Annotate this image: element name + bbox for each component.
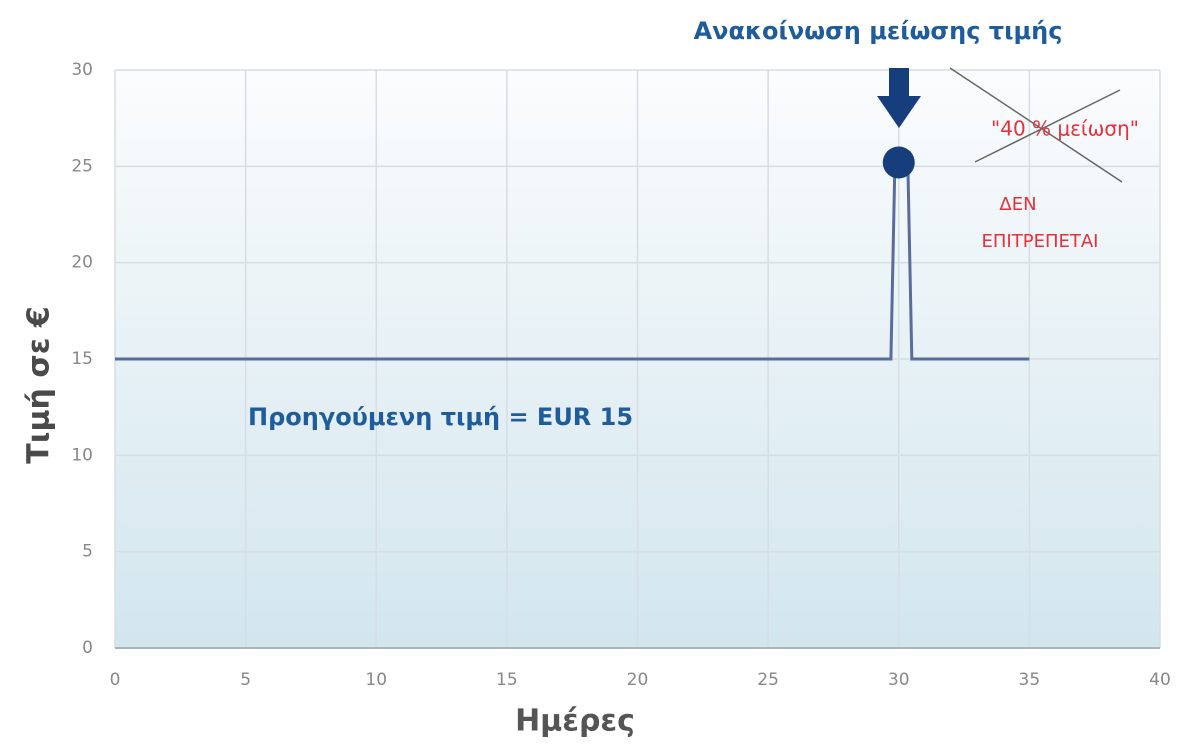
annotation: ΕΠΙΤΡΕΠΕΤΑΙ — [982, 231, 1099, 252]
x-tick-label: 25 — [757, 670, 779, 690]
y-tick-label: 10 — [71, 445, 93, 465]
annotation: "40 % μείωση" — [991, 117, 1139, 141]
y-tick-label: 0 — [82, 638, 93, 658]
highlight-point — [882, 146, 915, 179]
y-tick-label: 5 — [82, 542, 93, 562]
arrow — [877, 68, 921, 128]
cross-line — [949, 67, 1123, 183]
x-tick-label: 40 — [1149, 670, 1171, 690]
annotation: Ανακοίνωση μείωσης τιμής — [694, 17, 1063, 45]
y-tick-label: 20 — [71, 253, 93, 273]
y-tick-label: 25 — [71, 156, 93, 176]
y-tick-label: 30 — [71, 60, 93, 80]
cross-line — [974, 89, 1121, 163]
x-tick-label: 35 — [1019, 670, 1041, 690]
x-tick-label: 5 — [240, 670, 251, 690]
y-axis-title: Τιμή σε € — [22, 306, 57, 463]
x-tick-label: 10 — [365, 670, 387, 690]
y-tick-label: 15 — [71, 349, 93, 369]
x-tick-label: 20 — [627, 670, 649, 690]
x-tick-label: 30 — [888, 670, 910, 690]
x-axis-title: Ημέρες — [515, 704, 635, 739]
x-tick-label: 15 — [496, 670, 518, 690]
annotation: Προηγούμενη τιμή = EUR 15 — [248, 403, 633, 431]
annotation: ΔΕΝ — [999, 194, 1036, 215]
x-tick-label: 0 — [110, 670, 121, 690]
